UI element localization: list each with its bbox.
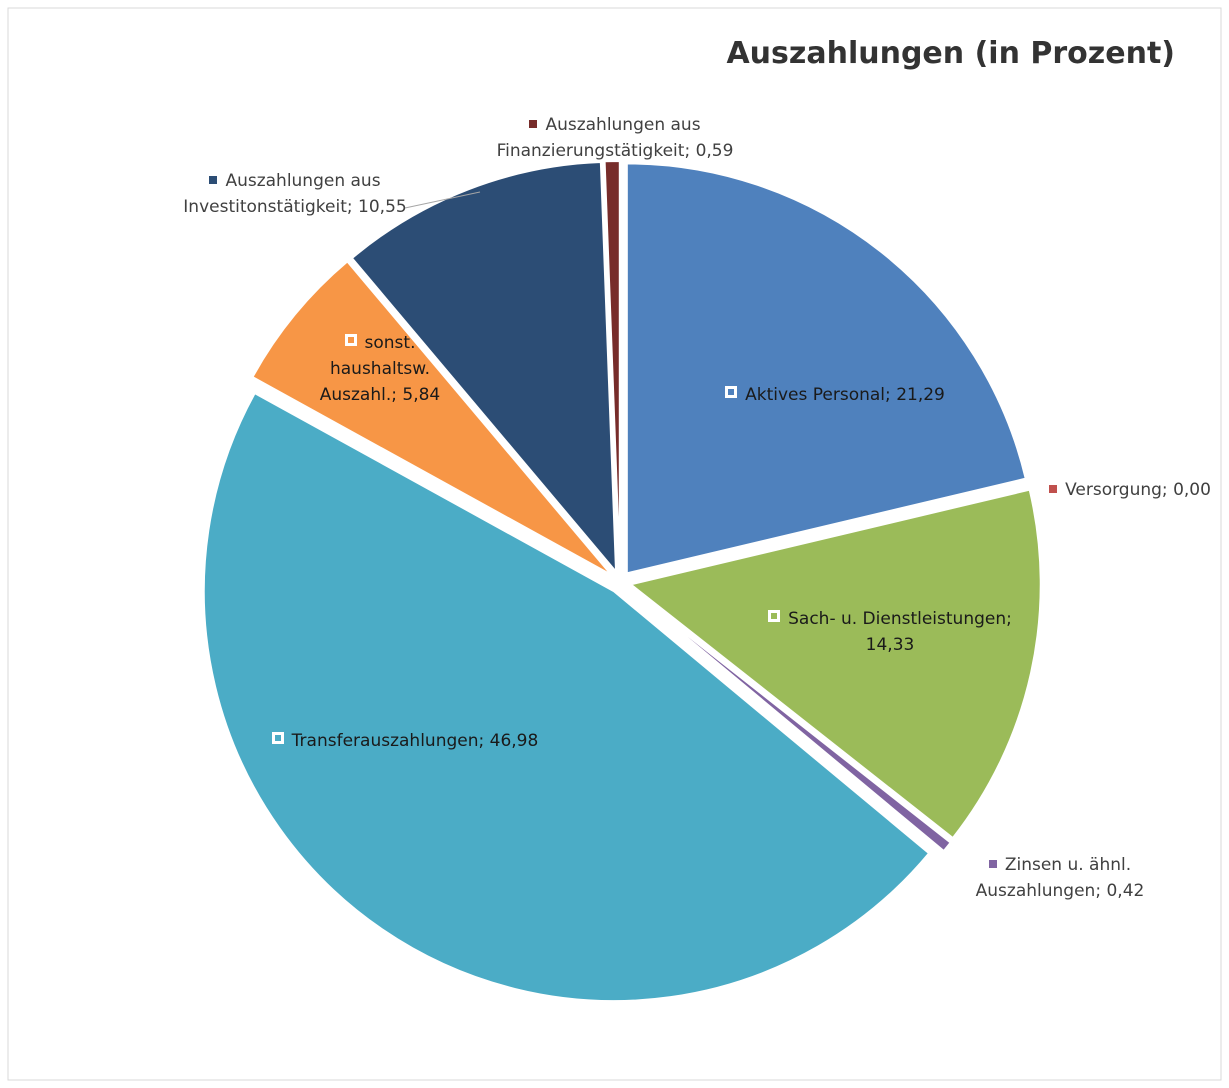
value-label: 5,84 — [402, 385, 441, 405]
data-label: Auszahlungen aus Investitonstätigkeit; 1… — [150, 168, 440, 220]
category-label: Versorgung — [1065, 480, 1162, 500]
label-separator: ; — [885, 385, 897, 405]
pie-slice — [603, 160, 621, 572]
label-separator: ; — [1161, 480, 1174, 500]
pie-slice — [202, 391, 931, 1003]
value-label: 46,98 — [489, 731, 539, 751]
label-separator: ; — [478, 731, 490, 751]
value-label: 21,29 — [896, 385, 945, 405]
pie-slice — [251, 260, 613, 576]
legend-marker — [1049, 485, 1058, 493]
label-separator: ; — [391, 385, 403, 405]
data-label: Sach- u. Dienstleistungen; 14,33 — [750, 606, 1030, 658]
data-label: Auszahlungen aus Finanzierungstätigkeit;… — [490, 112, 740, 164]
data-label: Aktives Personal; 21,29 — [700, 382, 970, 408]
legend-marker — [768, 610, 781, 622]
category-label: Aktives Personal — [745, 385, 886, 405]
value-label: 10,55 — [358, 197, 407, 217]
legend-marker — [529, 120, 538, 128]
frame — [7, 7, 1222, 1081]
data-label: Zinsen u. ähnl. Auszahlungen; 0,42 — [950, 852, 1170, 904]
data-label: Transferauszahlungen; 46,98 — [270, 728, 540, 754]
label-separator: ; — [346, 197, 359, 217]
label-separator: ; — [684, 141, 696, 161]
data-label: Versorgung; 0,00 — [1030, 477, 1229, 503]
value-label: 0,42 — [1106, 881, 1145, 901]
legend-marker — [271, 732, 284, 744]
legend-marker — [725, 386, 738, 398]
pie-slice — [625, 162, 1027, 575]
category-label: Auszahlungen aus Investitonstätigkeit — [183, 171, 381, 217]
category-label: Zinsen u. ähnl. Auszahlungen — [975, 855, 1132, 901]
category-label: Sach- u. Dienstleistungen — [788, 609, 1007, 629]
label-separator: ; — [1095, 881, 1107, 901]
pie-slice — [627, 588, 953, 853]
pie-slice — [350, 160, 618, 575]
pie-slice — [630, 483, 1030, 581]
category-label: sonst. haushaltsw. Auszahl. — [319, 333, 430, 405]
value-label: 0,59 — [695, 141, 734, 161]
legend-marker — [988, 860, 997, 868]
value-label: 0,00 — [1173, 480, 1211, 500]
category-label: Transferauszahlungen — [291, 731, 479, 751]
value-label: 14,33 — [865, 635, 915, 655]
leader-line — [404, 191, 481, 209]
category-label: Auszahlungen aus Finanzierungstätigkeit — [496, 115, 701, 161]
legend-marker — [344, 334, 357, 346]
data-label: sonst. haushaltsw. Auszahl.; 5,84 — [300, 330, 460, 408]
pie-slice — [628, 488, 1042, 840]
legend-marker — [209, 176, 218, 184]
chart-title: Auszahlungen (in Prozent) — [726, 36, 1175, 71]
label-separator: ; — [1006, 609, 1012, 629]
